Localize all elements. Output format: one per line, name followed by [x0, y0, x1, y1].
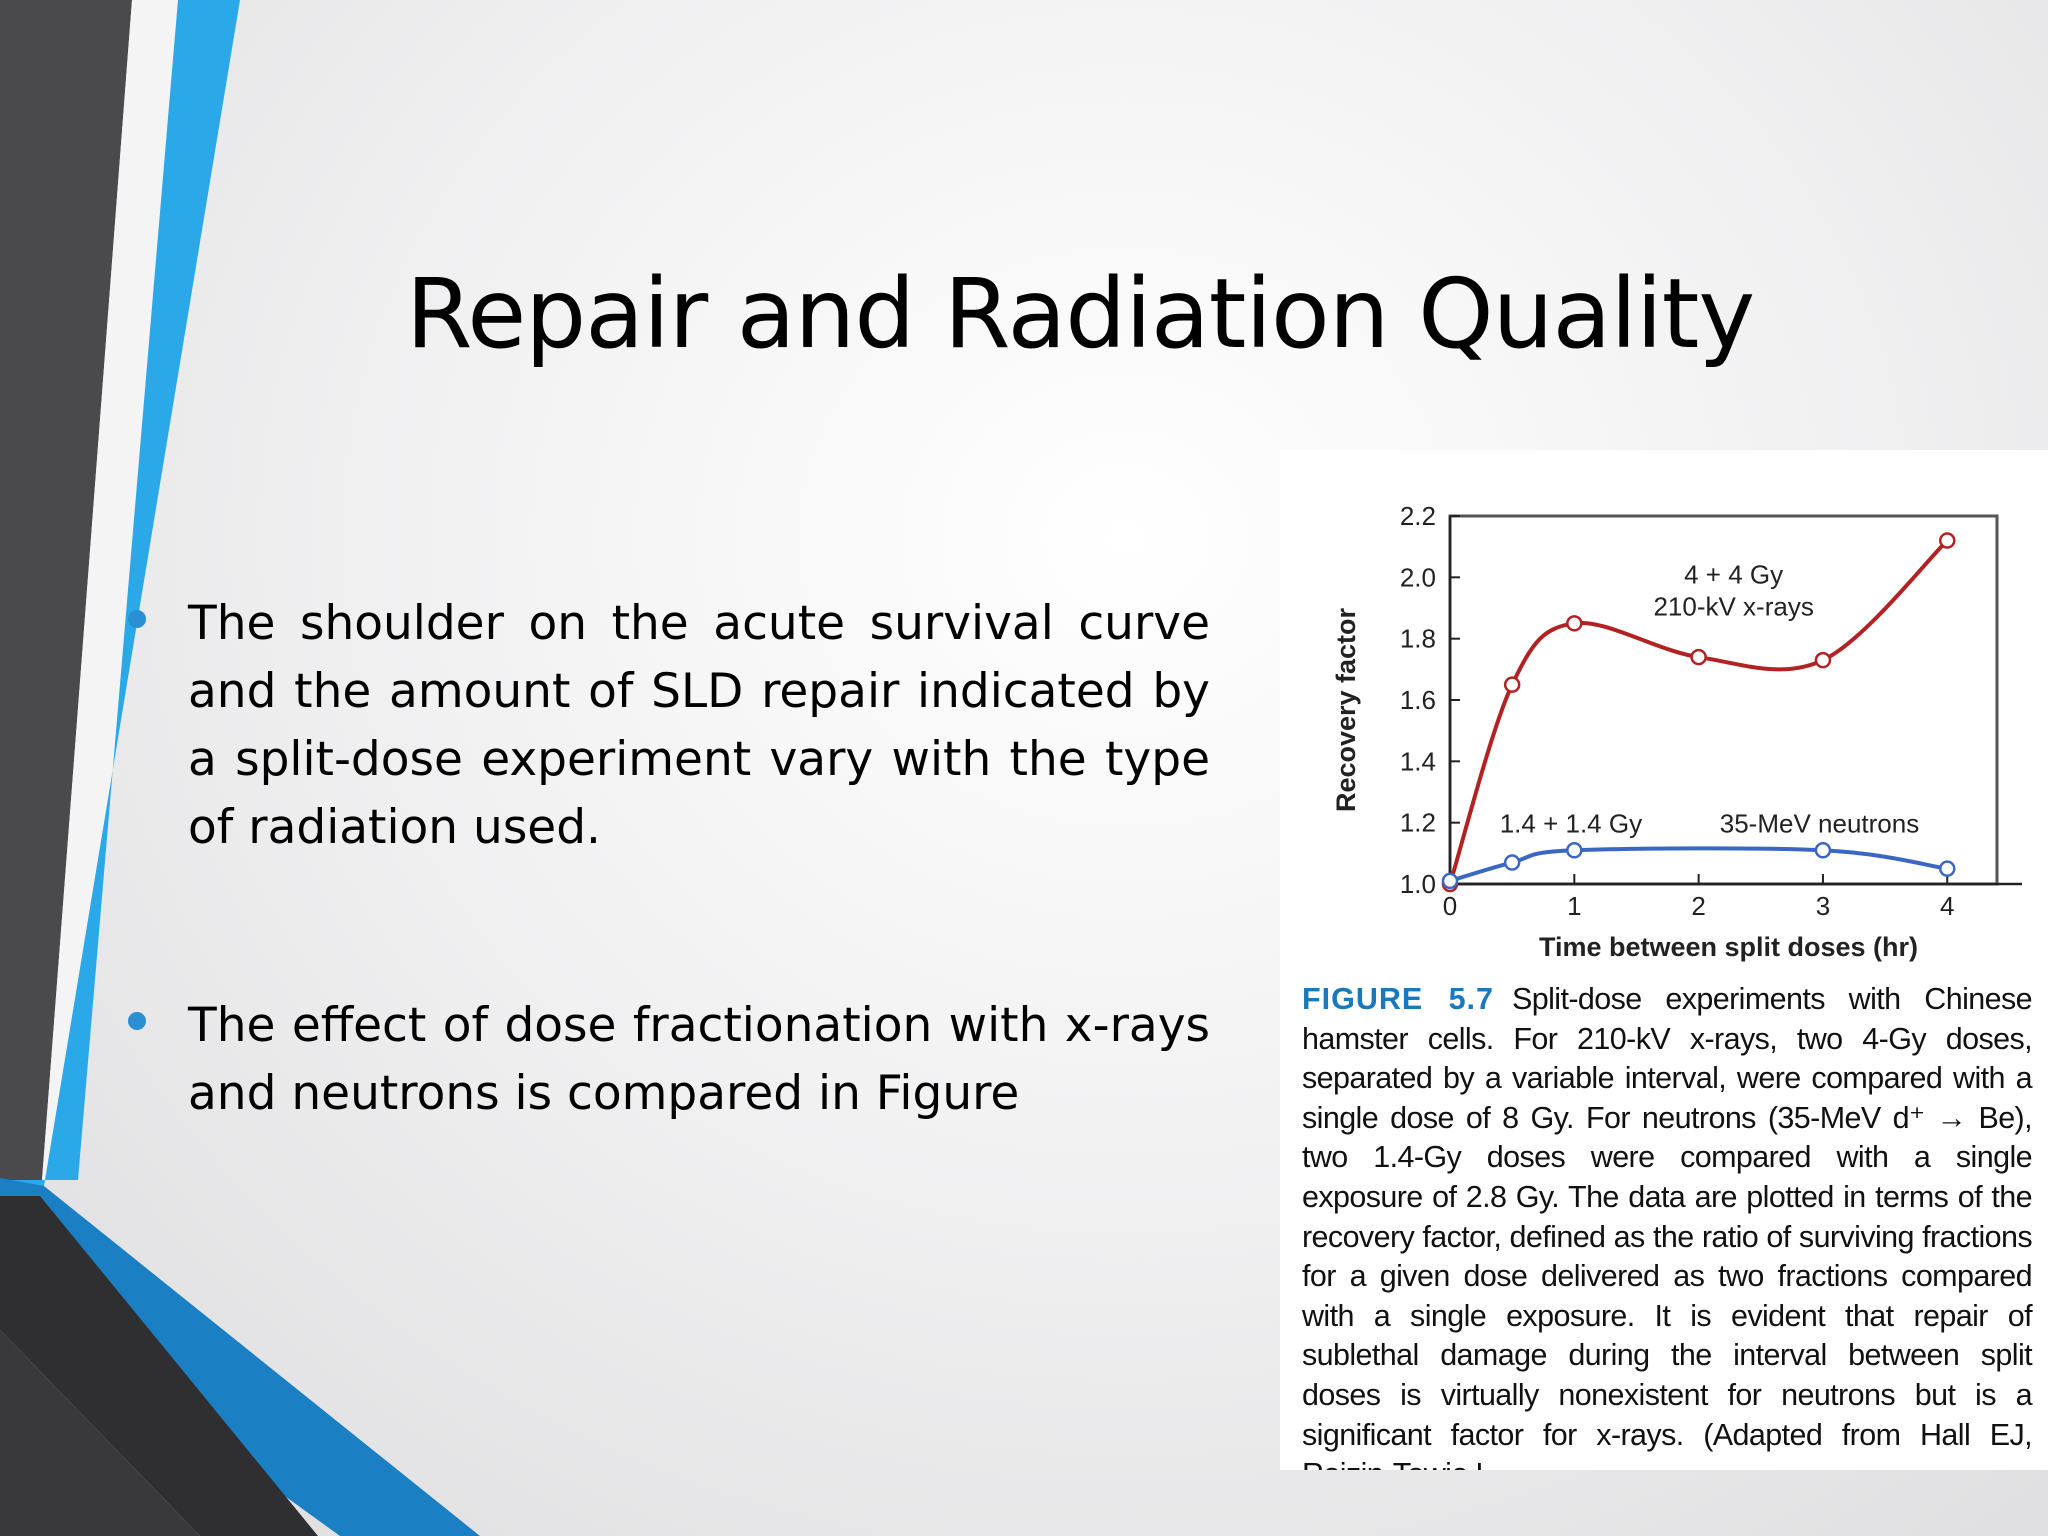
gray-stripe [0, 0, 132, 1180]
figure-label: FIGURE 5.7 [1302, 982, 1494, 1016]
x-axis-title: Time between split doses (hr) [1539, 932, 1918, 962]
series-label-neutron-dose: 1.4 + 1.4 Gy [1500, 809, 1642, 839]
y-tick-label: 1.4 [1400, 746, 1436, 776]
dark-floor-shape-lower [0, 1330, 200, 1536]
bullet-list: The shoulder on the acute survival curve… [120, 590, 1210, 1128]
data-point [1503, 854, 1521, 871]
bullet-dot-icon [128, 610, 146, 628]
blue-floor-shape [0, 1178, 480, 1536]
data-point [1503, 676, 1521, 693]
y-tick-label: 2.2 [1400, 501, 1436, 531]
bullet-item-fractionation: The effect of dose fractionation with x-… [120, 992, 1210, 1128]
blue-stripe [0, 0, 240, 1186]
series-label-xray-dose: 4 + 4 Gy [1684, 559, 1783, 589]
y-tick-label: 2.0 [1400, 562, 1436, 592]
y-tick-label: 1.2 [1400, 808, 1436, 838]
series-line-0 [1448, 539, 1949, 885]
x-tick-label: 4 [1940, 891, 1954, 921]
series-label-neutron-type: 35-MeV neutrons [1720, 809, 1919, 839]
data-point [1566, 615, 1583, 632]
white-gap-stripe [42, 0, 178, 1180]
bullet-text: The effect of dose fractionation with x-… [188, 998, 1210, 1121]
dark-floor-shape [0, 1196, 318, 1536]
bullet-item-shoulder: The shoulder on the acute survival curve… [120, 590, 1210, 862]
series-label-xray-type: 210-kV x-rays [1653, 591, 1813, 621]
x-tick-label: 3 [1816, 891, 1830, 921]
data-point [1566, 842, 1583, 859]
data-point [1939, 532, 1956, 549]
figure-caption-text: Split-dose experiments with Chinese hams… [1302, 982, 2033, 1470]
y-axis-title: Recovery factor [1331, 607, 1361, 812]
x-tick-label: 1 [1567, 891, 1581, 921]
data-point [1939, 860, 1956, 877]
figure-panel: 1.0 1.2 1.4 1.6 1.8 2.0 2.2 0 1 2 3 4 Time between s… [1280, 450, 2048, 1470]
data-point [1690, 648, 1707, 666]
x-tick-label: 2 [1691, 891, 1705, 921]
recovery-factor-chart: 1.0 1.2 1.4 1.6 1.8 2.0 2.2 0 1 2 3 4 Time between s… [1331, 501, 2022, 962]
figure-caption: FIGURE 5.7 Split-dose experiments with Ch… [1302, 980, 2033, 1470]
data-point [1814, 651, 1832, 669]
data-point [1441, 872, 1459, 890]
y-tick-label: 1.6 [1400, 685, 1436, 715]
bullet-dot-icon [128, 1012, 146, 1030]
x-tick-label: 0 [1443, 891, 1457, 921]
y-tick-label: 1.8 [1400, 624, 1436, 654]
bullet-text: The shoulder on the acute survival curve… [188, 596, 1210, 855]
data-point [1814, 842, 1832, 859]
slide-title: Repair and Radiation Quality [405, 258, 1755, 370]
y-tick-label: 1.0 [1400, 869, 1436, 899]
